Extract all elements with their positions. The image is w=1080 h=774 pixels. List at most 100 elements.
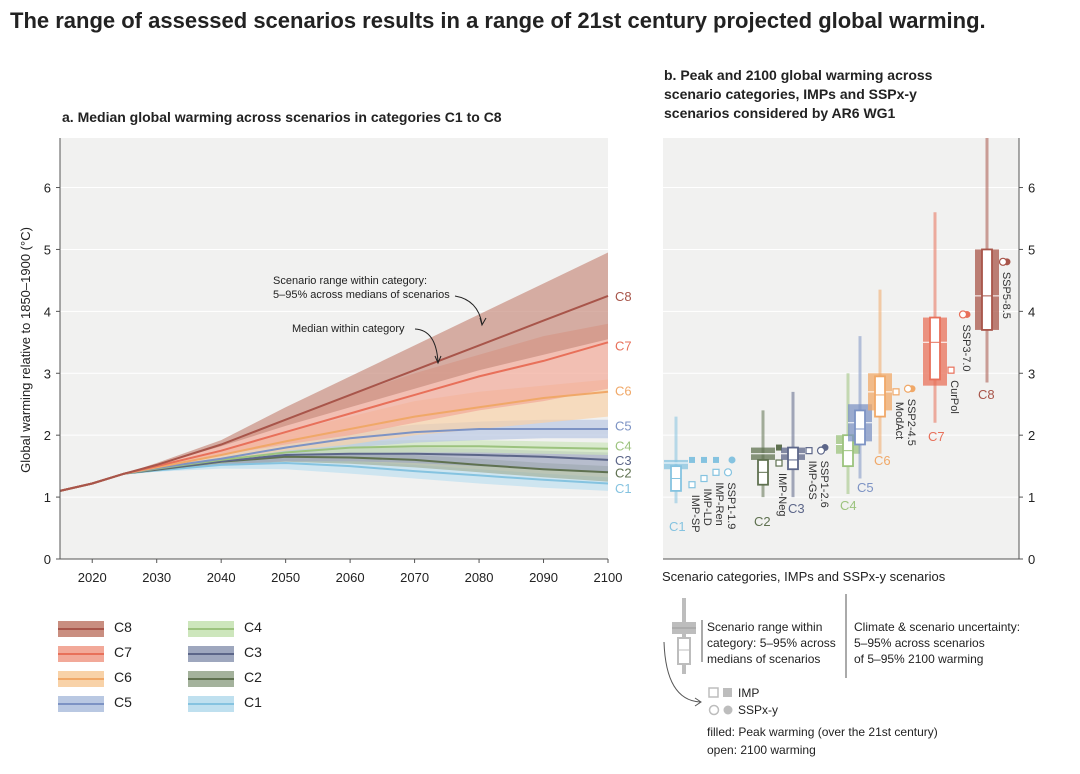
y-tick-label-a-4: 4 xyxy=(44,304,51,319)
y-tick-label-b-6: 6 xyxy=(1028,181,1035,196)
legend-item-c1: C1 xyxy=(188,692,298,716)
imp-label-imp-gs: IMP-GS xyxy=(806,461,818,500)
category-c1: C1 IMP-SP IMP-LD IMP-Ren SSP1-1.9 xyxy=(664,416,737,534)
band-c3 xyxy=(60,447,608,491)
legend-item-c7: C7 xyxy=(58,642,168,666)
y-tick-label-b-2: 2 xyxy=(1028,428,1035,443)
x-tick-label-a-2040: 2040 xyxy=(207,570,236,585)
imp-label-modact: ModAct xyxy=(893,402,905,439)
legend-swatch-c6 xyxy=(58,671,104,687)
y-axis-label: Global warming relative to 1850–1900 (°C… xyxy=(18,227,33,473)
legend-label-c7: C7 xyxy=(114,644,132,660)
box-2100-c6 xyxy=(874,375,886,418)
legend-label-c3: C3 xyxy=(244,644,262,660)
legend-item-c6: C6 xyxy=(58,667,168,691)
x-tick-label-a-2030: 2030 xyxy=(142,570,171,585)
category-label-c2: C2 xyxy=(754,514,771,529)
imp-label-imp-neg: IMP-Neg xyxy=(776,473,788,516)
y-tick-label-a-1: 1 xyxy=(44,490,51,505)
imp-peak-imp-sp xyxy=(689,456,695,463)
ssp-peak-ssp1-1.9 xyxy=(728,456,736,464)
ssp-2100-ssp3-7.0 xyxy=(958,310,968,319)
panel-b-legend: Scenario range within category: 5–95% ac… xyxy=(660,592,1080,772)
x-tick-label-a-2080: 2080 xyxy=(465,570,494,585)
peak-box-c1 xyxy=(664,459,688,470)
category-label-c8: C8 xyxy=(978,387,995,402)
box-2100-c8 xyxy=(981,248,993,331)
ssp-label-ssp3-7.0: SSP3-7.0 xyxy=(960,324,972,371)
median-line-c8 xyxy=(59,294,609,492)
legend-item-c5: C5 xyxy=(58,692,168,716)
page-title: The range of assessed scenarios results … xyxy=(10,8,986,33)
legend-uncert-line3: of 5–95% 2100 warming xyxy=(854,652,984,666)
legend-uncert-line1: Climate & scenario uncertainty: xyxy=(854,620,1021,634)
legend-range-line3: medians of scenarios xyxy=(707,652,821,666)
imp-2100-imp-neg xyxy=(775,459,783,467)
legend-item-c2: C2 xyxy=(188,667,298,691)
legend-label-c8: C8 xyxy=(114,619,132,635)
series-end-label-c2: C2 xyxy=(615,465,632,480)
ssp-label-ssp2-4.5: SSP2-4.5 xyxy=(905,399,917,446)
x-tick-label-a-2090: 2090 xyxy=(529,570,558,585)
legend-range-line1: Scenario range within xyxy=(707,620,823,634)
annotation-range-text: Scenario range within category: xyxy=(273,275,427,287)
annotation-median-text: Median within category xyxy=(292,323,405,335)
legend-uncert-line2: 5–95% across scenarios xyxy=(854,636,985,650)
ssp-2100-ssp1-1.9 xyxy=(723,468,733,477)
annotation-range-arrowhead xyxy=(479,317,487,327)
legend-imp-label: IMP xyxy=(738,686,760,700)
panel-b-background xyxy=(663,138,1019,559)
y-tick-label-a-6: 6 xyxy=(44,181,51,196)
legend-label-c1: C1 xyxy=(244,694,262,710)
box-2100-c7 xyxy=(929,316,941,381)
ssp-label-ssp1-1.9: SSP1-1.9 xyxy=(725,482,737,529)
legend-item-c4: C4 xyxy=(188,617,298,641)
legend-swatch-c5 xyxy=(58,696,104,712)
imp-label-imp-ren: IMP-Ren xyxy=(713,482,725,525)
category-label-c4: C4 xyxy=(840,498,857,513)
y-tick-label-b-4: 4 xyxy=(1028,304,1035,319)
panel-b-title-line3: scenarios considered by AR6 WG1 xyxy=(664,105,896,121)
series-end-label-c5: C5 xyxy=(615,418,632,433)
series-end-label-c8: C8 xyxy=(615,289,632,304)
ssp-2100-ssp5-8.5 xyxy=(998,257,1008,266)
category-c2: C2 IMP-Neg xyxy=(751,410,788,529)
category-label-c3: C3 xyxy=(788,501,805,516)
imp-peak-imp-ren xyxy=(713,456,719,463)
y-tick-label-b-1: 1 xyxy=(1028,490,1035,505)
legend-range-text: Scenario range within category: 5–95% ac… xyxy=(707,619,836,667)
legend-item-c8: C8 xyxy=(58,617,168,641)
legend-open-text: open: 2100 warming xyxy=(707,743,816,757)
y-tick-label-a-3: 3 xyxy=(44,366,51,381)
imp-label-imp-ld: IMP-LD xyxy=(701,489,713,526)
ssp-2100-ssp2-4.5 xyxy=(903,384,913,393)
y-tick-label-a-2: 2 xyxy=(44,428,51,443)
series-end-label-c1: C1 xyxy=(615,481,632,496)
panel-a-annotations: Scenario range within category: 5–95% ac… xyxy=(273,275,487,365)
x-tick-label-a-2050: 2050 xyxy=(271,570,300,585)
imp-label-curpol: CurPol xyxy=(948,380,960,414)
category-label-c7: C7 xyxy=(928,429,945,444)
legend-connector-arrowhead xyxy=(694,697,702,707)
legend-swatch-c7 xyxy=(58,646,104,662)
legend-2100-box xyxy=(677,637,691,665)
panel-b-title: b. Peak and 2100 global warming across s… xyxy=(664,66,932,123)
ssp-label-ssp5-8.5: SSP5-8.5 xyxy=(1000,272,1012,319)
panel-b-plot: 0 1 2 3 4 5 6 C1 IMP-SP IMP-LD IMP-Ren SSP1-1.9 C2 IM… xyxy=(663,138,1035,567)
annotation-median-arrow xyxy=(414,328,439,363)
y-tick-label-a-0: 0 xyxy=(44,552,51,567)
box-2100-c5 xyxy=(854,409,866,446)
legend-imp-open-square xyxy=(708,687,719,698)
legend-label-c4: C4 xyxy=(244,619,262,635)
imp-2100-curpol xyxy=(947,366,955,374)
series-end-label-c7: C7 xyxy=(615,338,632,353)
annotation-range-text-2: 5–95% across medians of scenarios xyxy=(273,289,450,301)
annotation-median-arrowhead xyxy=(434,355,442,365)
category-label-c1: C1 xyxy=(669,519,686,534)
legend-swatch-c4 xyxy=(188,621,234,637)
category-label-c6: C6 xyxy=(874,453,891,468)
imp-2100-modact xyxy=(892,388,900,396)
legend-uncert-text: Climate & scenario uncertainty: 5–95% ac… xyxy=(854,619,1020,667)
imp-peak-imp-ld xyxy=(701,456,707,463)
